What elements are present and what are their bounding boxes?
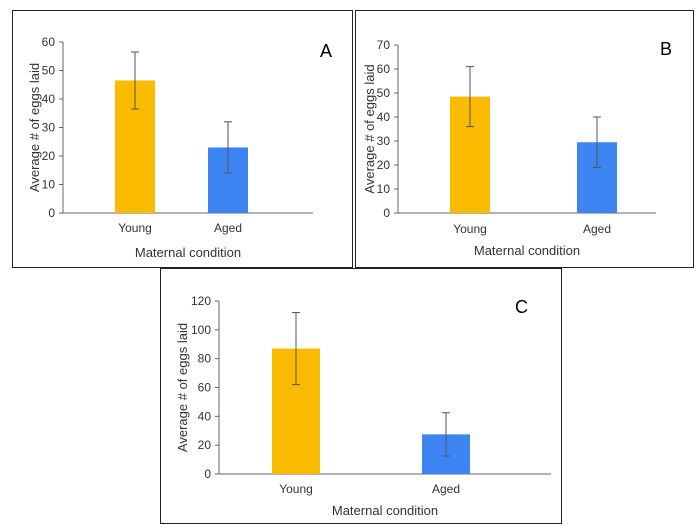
chart-panel-a: 0 10 20 30 40 50 60 Young Aged Maternal condition… bbox=[12, 10, 353, 268]
y-tick-label: 0 bbox=[383, 206, 390, 220]
y-axis-title: Average # of eggs laid bbox=[175, 323, 190, 452]
x-axis-title: Maternal condition bbox=[135, 245, 241, 260]
y-tick-label: 50 bbox=[42, 64, 56, 78]
category-label: Aged bbox=[214, 221, 242, 235]
category-label: Aged bbox=[432, 482, 460, 496]
x-axis-title: Maternal condition bbox=[332, 503, 438, 518]
category-label: Young bbox=[453, 222, 487, 236]
category-label: Young bbox=[118, 221, 152, 235]
panel-letter: C bbox=[515, 297, 528, 317]
y-tick-label: 60 bbox=[198, 381, 212, 395]
y-axis-title: Average # of eggs laid bbox=[362, 64, 377, 193]
chart-c-svg: 0 20 40 60 80 100 120 Young Aged Maternal conditi… bbox=[175, 294, 551, 518]
y-tick-label: 0 bbox=[48, 206, 55, 220]
chart-panel-c: 0 20 40 60 80 100 120 Young Aged Maternal conditi… bbox=[160, 268, 562, 524]
x-axis-title: Maternal condition bbox=[474, 243, 580, 258]
y-tick-label: 100 bbox=[191, 323, 211, 337]
y-tick-label: 10 bbox=[42, 178, 56, 192]
category-label: Aged bbox=[583, 222, 611, 236]
y-tick-label: 20 bbox=[377, 158, 391, 172]
y-tick-label: 10 bbox=[377, 182, 391, 196]
y-tick-label: 70 bbox=[377, 38, 391, 52]
panel-letter: B bbox=[660, 39, 672, 59]
y-tick-label: 40 bbox=[198, 409, 212, 423]
y-tick-label: 40 bbox=[42, 92, 56, 106]
y-tick-label: 30 bbox=[42, 121, 56, 135]
y-axis-title: Average # of eggs laid bbox=[27, 63, 42, 192]
y-tick-label: 20 bbox=[42, 149, 56, 163]
y-tick-label: 60 bbox=[377, 62, 391, 76]
y-tick-label: 60 bbox=[42, 35, 56, 49]
chart-panel-b: 0 10 20 30 40 50 60 70 Young Aged Maternal conditi… bbox=[355, 10, 694, 268]
y-tick-label: 30 bbox=[377, 134, 391, 148]
y-tick-label: 20 bbox=[198, 438, 212, 452]
y-tick-label: 40 bbox=[377, 110, 391, 124]
chart-a-svg: 0 10 20 30 40 50 60 Young Aged Maternal condition… bbox=[27, 35, 332, 260]
y-tick-label: 120 bbox=[191, 294, 211, 308]
y-tick-label: 0 bbox=[204, 467, 211, 481]
y-tick-label: 50 bbox=[377, 86, 391, 100]
y-tick-label: 80 bbox=[198, 352, 212, 366]
category-label: Young bbox=[279, 482, 313, 496]
panel-letter: A bbox=[320, 41, 332, 61]
